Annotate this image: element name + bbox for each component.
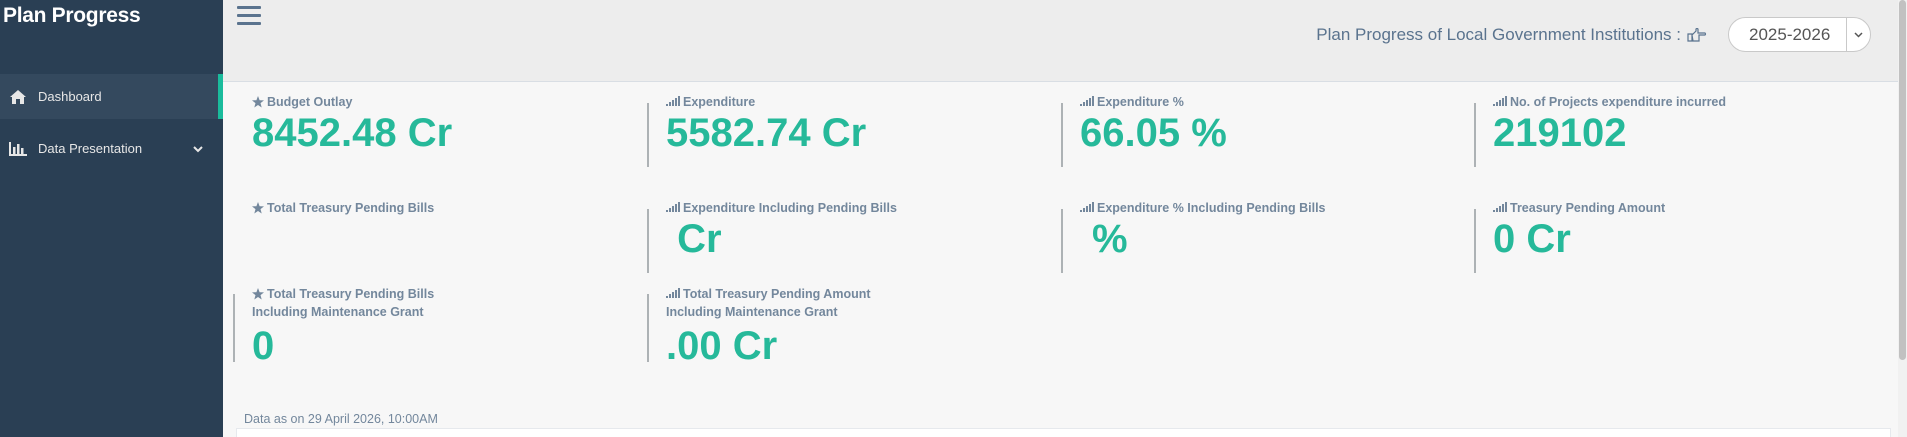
top-nav: Plan Progress of Local Government Instit… xyxy=(223,0,1907,82)
stat-value: Cr xyxy=(666,217,722,261)
stat-treasury-pending-bills: Total Treasury Pending Bills xyxy=(252,201,647,271)
data-timestamp: Data as on 29 April 2026, 10:00AM xyxy=(244,412,438,426)
stat-label: Expenditure % Including Pending Bills xyxy=(1097,201,1326,215)
stat-value: 0 xyxy=(252,324,275,368)
hand-pointer-icon xyxy=(1687,28,1707,42)
stat-value: 5582.74 Cr xyxy=(666,111,867,155)
bar-chart-icon xyxy=(8,141,28,156)
sidebar: Plan Progress Dashboard Data Presentatio… xyxy=(0,0,223,437)
sidebar-item-label: Dashboard xyxy=(38,89,102,104)
year-select[interactable]: 2025-2026 xyxy=(1728,17,1871,52)
stat-expenditure-percent-incl-pending: Expenditure % Including Pending Bills % xyxy=(1061,201,1475,273)
signal-icon xyxy=(666,202,680,212)
year-select-value: 2025-2026 xyxy=(1749,24,1831,44)
sidebar-item-data-presentation[interactable]: Data Presentation xyxy=(0,126,223,171)
stat-projects-count: No. of Projects expenditure incurred 219… xyxy=(1474,95,1888,167)
content-panel xyxy=(236,428,1891,437)
stat-label: Total Treasury Pending Bills xyxy=(267,287,435,301)
stat-label: Total Treasury Pending Amount xyxy=(683,287,871,301)
stat-label: Expenditure % xyxy=(1097,95,1184,109)
signal-icon xyxy=(666,96,680,106)
stat-expenditure-incl-pending: Expenditure Including Pending Bills Cr xyxy=(647,201,1061,273)
sidebar-item-label: Data Presentation xyxy=(38,141,143,156)
signal-icon xyxy=(1493,96,1507,106)
home-icon xyxy=(8,89,28,104)
signal-icon xyxy=(1493,202,1507,212)
signal-icon xyxy=(1080,202,1094,212)
star-icon xyxy=(252,288,264,300)
stat-treasury-pending-amount: Treasury Pending Amount 0 Cr xyxy=(1474,201,1888,273)
stat-label: Expenditure xyxy=(683,95,756,109)
stat-value: % xyxy=(1092,217,1128,261)
header-title: Plan Progress of Local Government Instit… xyxy=(1316,25,1707,45)
menu-toggle-icon[interactable] xyxy=(237,6,261,28)
stat-label-sub: Including Maintenance Grant xyxy=(252,305,424,319)
stat-pending-amount-maintenance: Total Treasury Pending Amount Including … xyxy=(647,287,1061,366)
stat-value: 0 Cr xyxy=(1493,217,1571,261)
stat-label: Treasury Pending Amount xyxy=(1510,201,1666,215)
stat-expenditure: Expenditure 5582.74 Cr xyxy=(647,95,1061,167)
star-icon xyxy=(252,202,264,214)
stat-label: Expenditure Including Pending Bills xyxy=(683,201,897,215)
star-icon xyxy=(252,96,264,108)
chevron-down-icon[interactable] xyxy=(1846,18,1870,51)
stat-value: 66.05 % xyxy=(1080,111,1227,155)
stat-expenditure-percent: Expenditure % 66.05 % xyxy=(1061,95,1475,167)
signal-icon xyxy=(1080,96,1094,106)
sidebar-item-dashboard[interactable]: Dashboard xyxy=(0,74,223,119)
stat-label: Budget Outlay xyxy=(267,95,353,109)
brand-title[interactable]: Plan Progress xyxy=(3,4,141,27)
stat-label: Total Treasury Pending Bills xyxy=(267,201,435,215)
signal-icon xyxy=(666,288,680,298)
stat-label-sub: Including Maintenance Grant xyxy=(666,305,838,319)
stat-budget-outlay: Budget Outlay 8452.48 Cr xyxy=(252,95,647,165)
stat-value: 8452.48 Cr xyxy=(252,111,453,155)
stat-pending-bills-maintenance: Total Treasury Pending Bills Including M… xyxy=(233,287,647,366)
chevron-down-icon[interactable] xyxy=(193,141,203,156)
stat-value: .00 Cr xyxy=(666,324,778,368)
scrollbar[interactable] xyxy=(1898,0,1907,437)
stat-value: 219102 xyxy=(1493,111,1627,155)
stat-label: No. of Projects expenditure incurred xyxy=(1510,95,1727,109)
scrollbar-thumb[interactable] xyxy=(1899,0,1906,360)
